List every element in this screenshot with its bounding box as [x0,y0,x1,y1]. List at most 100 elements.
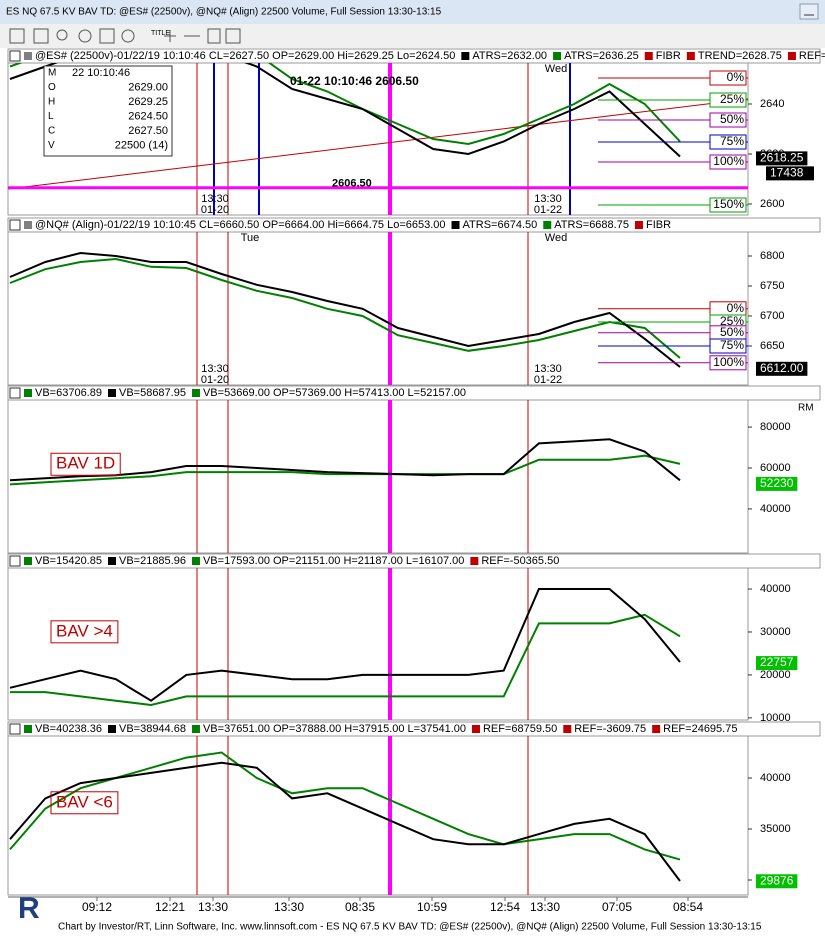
legend-swatch [191,725,200,733]
y-tick-label: 6800 [760,250,784,262]
legend-swatch [644,52,653,60]
legend-swatch [543,221,552,229]
volume-label: 17438 [770,166,804,180]
fib-label: 50% [720,112,744,126]
title-bar [0,0,825,24]
pane-label: BAV 1D [56,454,115,473]
pane-layer [9,736,681,895]
close-line [9,438,681,482]
y-tick-label: 35000 [760,823,791,835]
legend-swatch [553,52,562,60]
legend-swatch [191,389,200,397]
green-line [9,454,681,486]
last-price-box [756,476,798,491]
fib-label: 25% [720,92,744,106]
legend-swatch [470,557,479,565]
y-tick-label: 60000 [760,462,791,474]
day-label: Wed [545,232,567,244]
legend-swatch [24,557,32,565]
trend-line [8,98,748,190]
header-item: REF=24695.75 [663,723,737,735]
y-tick-label: 40000 [760,583,791,595]
volume-box [766,166,814,181]
close-line [9,761,681,882]
clock-button[interactable] [121,29,135,43]
pane-close [9,723,21,735]
header-item: VB=38944.68 [119,723,186,735]
toolbar-icons [9,28,241,44]
last-price: 22757 [760,655,794,669]
data-box-value: 2629.25 [128,96,168,108]
window-title: ES NQ 67.5 KV BAV TD: @ES# (22500v), @NQ… [6,7,442,18]
header-item: ATRS=6674.50 [463,219,538,231]
y-tick-label: 2640 [760,98,784,110]
fib-box [709,92,747,108]
green-line [9,63,681,146]
pane-label: BAV >4 [56,621,113,640]
pane-close [9,555,21,567]
tool-button[interactable] [9,28,25,44]
legend-swatch [24,52,32,60]
y-tick-label: 40000 [760,772,791,784]
footer: Chart by Investor/RT, Linn Software, Inc… [58,922,762,933]
last-price: 29876 [760,873,794,887]
y-tick-label: 80000 [760,421,791,433]
fib-box [709,338,747,354]
y-tick-label: 6650 [760,340,784,352]
session-date: 01-20 [201,204,229,216]
fib-label: 0% [727,301,745,315]
header-item: VB=40238.36 [35,723,102,735]
last-price-box [756,151,808,166]
zoom-button[interactable] [56,29,68,41]
close-line [9,251,681,368]
fib-box [709,154,747,170]
fib-box [709,70,747,86]
tool-button[interactable] [225,28,241,44]
header-item: VB=15420.85 [35,555,102,567]
fib-label: 100% [713,355,744,369]
tool-button[interactable] [207,28,221,44]
x-tick-label: 12:54 [490,900,520,914]
green-line [9,257,681,359]
session-time: 13:30 [201,363,229,375]
y-tick-label: 2600 [760,198,784,210]
x-tick-label: 07:05 [602,900,632,914]
last-price-box [756,361,808,376]
session-time: 13:30 [534,363,562,375]
header-item: VB=53669.00 OP=57369.00 H=57413.00 L=521… [203,387,466,399]
legend-swatch [686,52,695,60]
session-time: 13:30 [534,193,562,205]
logo-bg [14,892,46,928]
header-item: FIBR [656,50,681,62]
tool-button[interactable] [99,28,115,44]
toolbar [0,24,825,48]
header-item: REF= [799,50,825,62]
day-label: Tue [241,232,260,244]
data-box-key: O [48,82,56,93]
fib-box [709,355,747,371]
y-tick-label: 20000 [760,669,791,681]
header-item: VB=37651.00 OP=37888.00 H=37915.00 L=375… [203,723,466,735]
data-box-value: 22500 (14) [115,139,168,151]
header-item: VB=21885.96 [119,555,186,567]
legend-swatch [787,52,796,60]
fib-label: 150% [713,197,744,211]
last-price-box [756,656,798,671]
minimize-button[interactable] [799,3,819,20]
settings-button[interactable] [78,29,92,43]
pane-close [9,387,21,399]
fib-box [709,197,747,213]
pane-close [9,50,21,62]
header-item: REF=-50365.50 [481,555,559,567]
last-price: 52230 [760,476,794,490]
x-tick-label: 13:30 [198,900,228,914]
tool-button[interactable] [33,28,49,44]
toolbar-title[interactable]: TITLE [151,30,170,37]
data-box-key: H [48,97,55,108]
legend-swatch [107,389,116,397]
header-item: VB=17593.00 OP=21151.00 H=21187.00 L=161… [203,555,464,567]
pane-label-box [50,452,121,476]
fib-box [709,134,747,150]
green-line [10,613,681,707]
